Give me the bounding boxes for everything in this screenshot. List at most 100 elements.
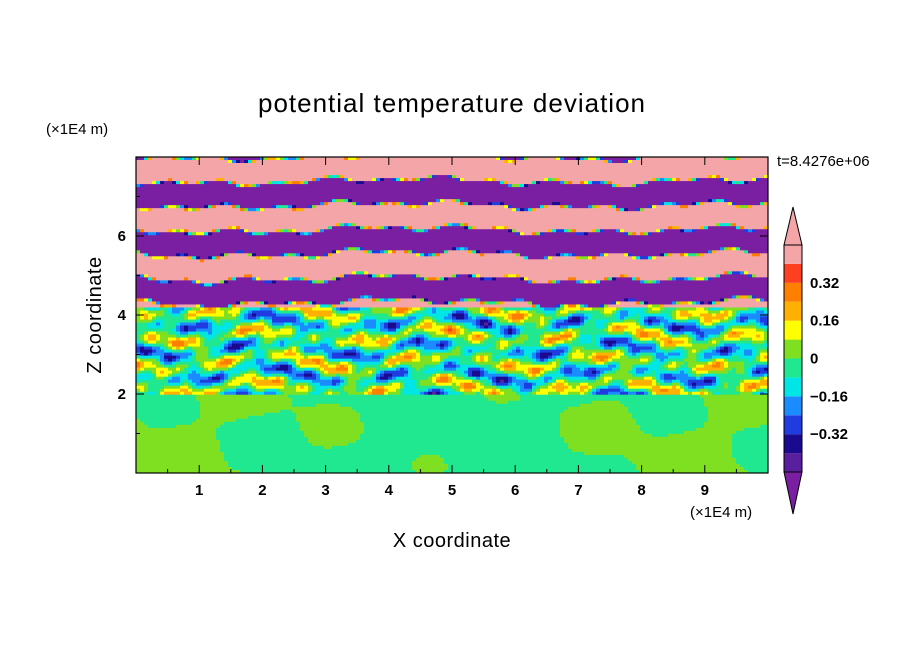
field-cell [692, 166, 697, 170]
field-cell [216, 214, 221, 218]
field-cell [300, 166, 305, 170]
field-cell [252, 190, 257, 194]
field-cell [336, 193, 341, 197]
field-cell [456, 175, 461, 179]
field-cell [608, 169, 613, 173]
field-cell [512, 163, 517, 167]
field-cell [748, 169, 753, 173]
field-cell [352, 166, 357, 170]
field-cell [716, 160, 721, 164]
field-cell [452, 190, 457, 194]
field-cell [248, 160, 253, 164]
field-cell [368, 199, 373, 203]
field-cell [412, 205, 417, 209]
field-cell [332, 199, 337, 203]
field-cell [164, 172, 169, 176]
field-cell [448, 178, 453, 182]
field-cell [572, 196, 577, 200]
field-cell [516, 181, 521, 185]
field-cell [512, 211, 517, 215]
field-cell [372, 160, 377, 164]
field-cell [636, 193, 641, 197]
field-cell [384, 169, 389, 173]
field-cell [224, 211, 229, 215]
field-cell [320, 178, 325, 182]
field-cell [484, 199, 489, 203]
field-cell [748, 184, 753, 188]
field-cell [592, 190, 597, 194]
field-cell [560, 160, 565, 164]
field-cell [292, 175, 297, 179]
field-cell [376, 190, 381, 194]
field-cell [200, 157, 205, 161]
field-cell [336, 190, 341, 194]
field-cell [172, 157, 177, 161]
field-cell [668, 184, 673, 188]
field-cell [572, 190, 577, 194]
field-cell [548, 175, 553, 179]
field-cell [592, 160, 597, 164]
field-cell [712, 196, 717, 200]
field-cell [224, 208, 229, 212]
field-cell [168, 214, 173, 218]
field-cell [512, 181, 517, 185]
field-cell [560, 175, 565, 179]
field-cell [232, 160, 237, 164]
field-cell [460, 166, 465, 170]
field-cell [244, 199, 249, 203]
field-cell [288, 214, 293, 218]
field-cell [320, 172, 325, 176]
field-cell [496, 181, 501, 185]
field-cell [276, 208, 281, 212]
field-cell [720, 205, 725, 209]
field-cell [584, 193, 589, 197]
field-cell [544, 199, 549, 203]
field-cell [728, 187, 733, 191]
field-cell [716, 196, 721, 200]
field-cell [480, 175, 485, 179]
field-cell [672, 178, 677, 182]
field-cell [760, 196, 765, 200]
field-cell [192, 163, 197, 167]
field-cell [540, 157, 545, 161]
field-cell [168, 172, 173, 176]
field-cell [536, 172, 541, 176]
field-cell [472, 184, 477, 188]
field-cell [276, 199, 281, 203]
field-cell [668, 199, 673, 203]
field-cell [524, 190, 529, 194]
field-cell [216, 163, 221, 167]
field-cell [444, 205, 449, 209]
field-cell [304, 160, 309, 164]
field-cell [408, 163, 413, 167]
field-cell [652, 163, 657, 167]
field-cell [364, 208, 369, 212]
field-cell [604, 166, 609, 170]
field-cell [160, 214, 165, 218]
field-cell [616, 175, 621, 179]
field-cell [608, 202, 613, 206]
field-cell [564, 193, 569, 197]
field-cell [720, 208, 725, 212]
field-cell [468, 211, 473, 215]
field-cell [280, 199, 285, 203]
field-cell [644, 193, 649, 197]
field-cell [164, 175, 169, 179]
field-cell [456, 190, 461, 194]
field-cell [420, 202, 425, 206]
field-cell [488, 166, 493, 170]
field-cell [400, 160, 405, 164]
field-cell [660, 160, 665, 164]
field-cell [632, 160, 637, 164]
field-cell [648, 175, 653, 179]
field-cell [440, 214, 445, 218]
field-cell [184, 184, 189, 188]
field-cell [320, 193, 325, 197]
field-cell [704, 175, 709, 179]
field-cell [316, 196, 321, 200]
field-cell [440, 187, 445, 191]
field-cell [396, 214, 401, 218]
field-cell [480, 166, 485, 170]
field-cell [288, 172, 293, 176]
field-cell [400, 202, 405, 206]
